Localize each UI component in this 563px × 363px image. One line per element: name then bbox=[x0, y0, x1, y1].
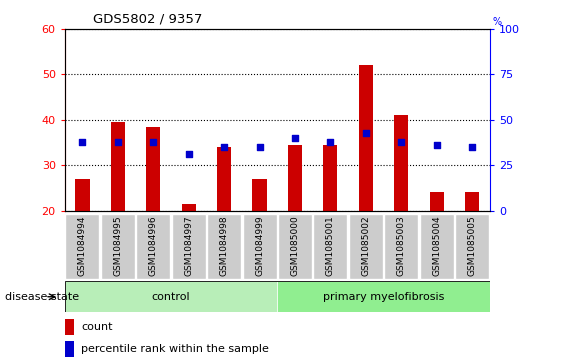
Text: count: count bbox=[81, 322, 113, 332]
Text: GDS5802 / 9357: GDS5802 / 9357 bbox=[93, 13, 202, 26]
Point bbox=[361, 130, 370, 136]
Text: GSM1084996: GSM1084996 bbox=[149, 216, 158, 276]
FancyBboxPatch shape bbox=[207, 214, 241, 279]
Text: GSM1084994: GSM1084994 bbox=[78, 216, 87, 276]
FancyBboxPatch shape bbox=[65, 214, 100, 279]
FancyBboxPatch shape bbox=[278, 214, 312, 279]
Point bbox=[149, 140, 158, 146]
Bar bbox=[75, 179, 90, 211]
Bar bbox=[146, 127, 160, 211]
Point bbox=[326, 140, 335, 146]
Point bbox=[184, 151, 193, 157]
Bar bbox=[65, 340, 74, 357]
Bar bbox=[430, 192, 444, 211]
Text: disease state: disease state bbox=[5, 292, 79, 302]
Text: GSM1084997: GSM1084997 bbox=[184, 216, 193, 276]
FancyBboxPatch shape bbox=[349, 214, 383, 279]
Bar bbox=[465, 192, 479, 211]
Point bbox=[468, 144, 477, 150]
FancyBboxPatch shape bbox=[455, 214, 489, 279]
Text: primary myelofibrosis: primary myelofibrosis bbox=[323, 292, 444, 302]
Text: GSM1085002: GSM1085002 bbox=[361, 216, 370, 276]
Bar bbox=[65, 319, 74, 335]
Text: percentile rank within the sample: percentile rank within the sample bbox=[81, 344, 269, 354]
Text: control: control bbox=[151, 292, 190, 302]
Bar bbox=[111, 122, 125, 211]
FancyBboxPatch shape bbox=[136, 214, 170, 279]
Bar bbox=[323, 145, 337, 211]
FancyBboxPatch shape bbox=[314, 214, 347, 279]
Bar bbox=[359, 65, 373, 211]
Point bbox=[432, 142, 441, 148]
Text: GSM1084995: GSM1084995 bbox=[113, 216, 122, 276]
Bar bbox=[394, 115, 408, 211]
Text: GSM1085000: GSM1085000 bbox=[291, 216, 300, 276]
Text: GSM1085005: GSM1085005 bbox=[468, 216, 477, 276]
Bar bbox=[278, 281, 490, 312]
Bar bbox=[217, 147, 231, 211]
Text: GSM1085003: GSM1085003 bbox=[397, 216, 406, 276]
Text: GSM1085001: GSM1085001 bbox=[326, 216, 335, 276]
Text: GSM1084999: GSM1084999 bbox=[255, 216, 264, 276]
FancyBboxPatch shape bbox=[385, 214, 418, 279]
Point bbox=[78, 140, 87, 146]
FancyBboxPatch shape bbox=[101, 214, 135, 279]
FancyBboxPatch shape bbox=[243, 214, 276, 279]
Point bbox=[220, 144, 229, 150]
Text: %: % bbox=[493, 17, 502, 27]
Bar bbox=[288, 145, 302, 211]
Bar bbox=[252, 179, 267, 211]
Point bbox=[255, 144, 264, 150]
Point bbox=[113, 140, 122, 146]
FancyBboxPatch shape bbox=[419, 214, 454, 279]
Text: GSM1085004: GSM1085004 bbox=[432, 216, 441, 276]
Bar bbox=[182, 204, 196, 211]
Bar bbox=[65, 281, 278, 312]
Point bbox=[291, 135, 300, 141]
FancyBboxPatch shape bbox=[172, 214, 205, 279]
Text: GSM1084998: GSM1084998 bbox=[220, 216, 229, 276]
Point bbox=[397, 140, 406, 146]
